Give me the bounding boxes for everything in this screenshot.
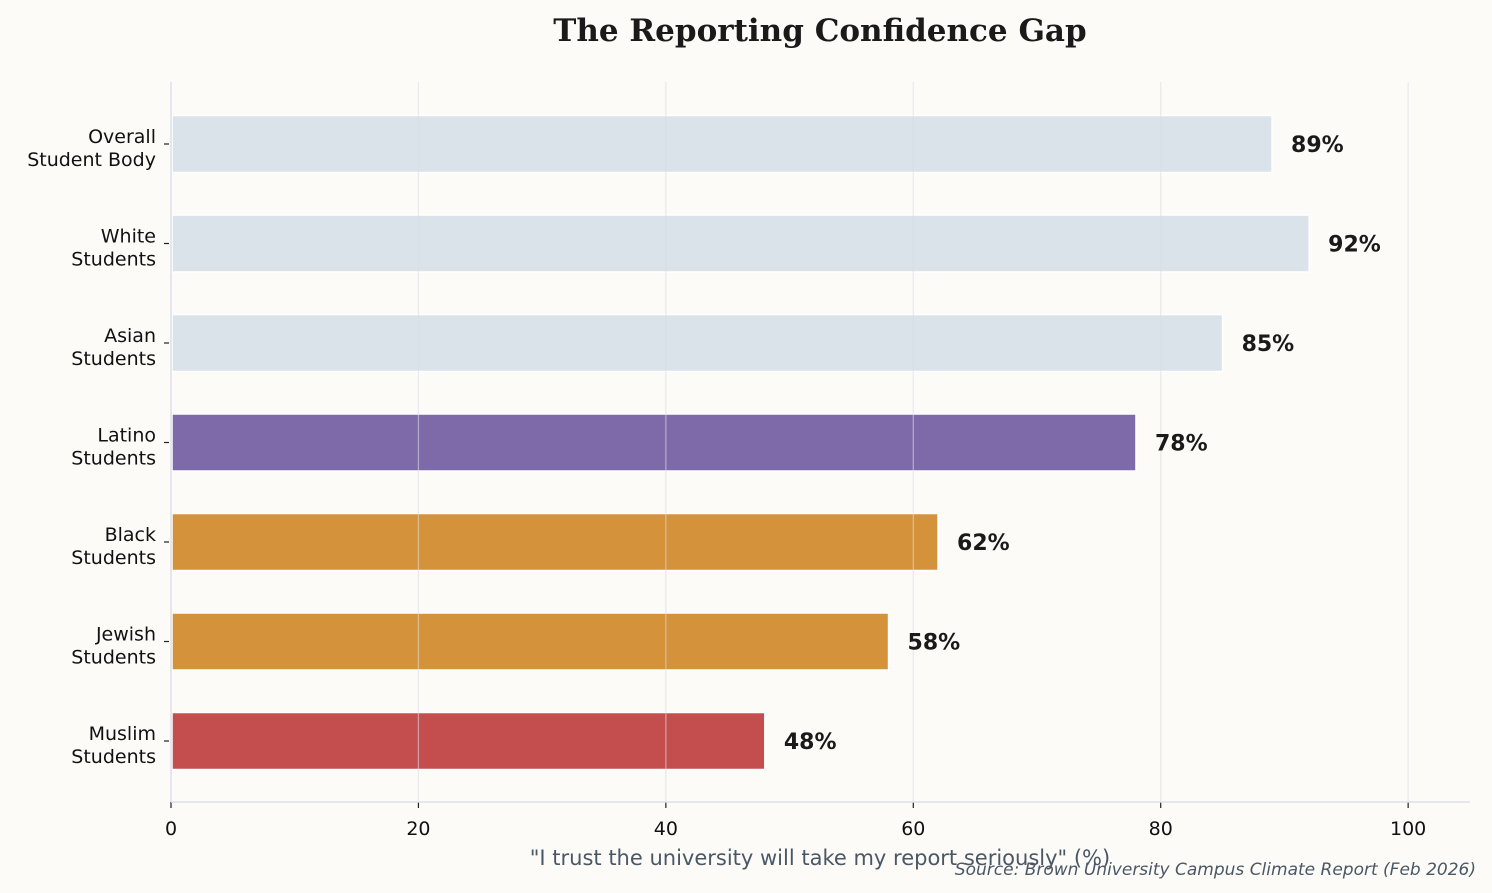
x-tick-label: 40 [654, 818, 678, 840]
bar [171, 214, 1310, 273]
chart-title: The Reporting Confidence Gap [553, 13, 1086, 49]
x-tick-label: 20 [406, 818, 430, 840]
y-tick-label: White Students [71, 226, 156, 271]
data-label: 85% [1242, 332, 1295, 357]
y-tick-label-line: Asian [104, 325, 156, 347]
data-label: 89% [1291, 133, 1344, 158]
data-label: 92% [1328, 233, 1381, 258]
y-tick-label: Latino Students [71, 425, 156, 470]
x-tick-label: 0 [165, 818, 177, 840]
bars-group [171, 114, 1310, 771]
bar [171, 114, 1273, 174]
y-tick-label-line: Student Body [27, 149, 156, 171]
y-tick-label-line: Muslim [89, 723, 156, 745]
y-tick-label-line: Students [71, 249, 156, 271]
y-tick-label-line: Students [71, 448, 156, 470]
source-note: Source: Brown University Campus Climate … [955, 860, 1476, 880]
x-axis-label: "I trust the university will take my rep… [530, 846, 1110, 870]
y-tick-label-line: Students [71, 348, 156, 370]
y-tick-label: Asian Students [71, 325, 156, 370]
x-tick-label: 100 [1390, 818, 1426, 840]
y-tick-label-line: Jewish [95, 624, 156, 646]
data-label: 58% [908, 631, 961, 656]
bar [171, 711, 766, 771]
bar [171, 313, 1224, 373]
y-tick-label: Overall Student Body [27, 126, 156, 171]
data-label: 48% [784, 730, 837, 755]
bar [171, 612, 890, 671]
y-tick-label: Muslim Students [71, 723, 156, 768]
y-tick-label-line: Black [105, 524, 156, 546]
grid-group [417, 82, 1409, 802]
y-tick-label: Jewish Students [71, 624, 156, 669]
data-label: 62% [957, 531, 1010, 556]
y-tick-label-line: White [101, 226, 156, 248]
y-tick-label-line: Students [71, 547, 156, 569]
y-tick-label-line: Overall [88, 126, 156, 148]
x-tick-label: 60 [901, 818, 925, 840]
y-tick-label-line: Students [71, 746, 156, 768]
y-tick-label: Black Students [71, 524, 156, 569]
axes-group [164, 82, 1470, 808]
bar [171, 512, 939, 572]
y-tick-label-line: Latino [97, 425, 156, 447]
y-tick-label-line: Students [71, 647, 156, 669]
data-label: 78% [1155, 432, 1208, 457]
x-tick-label: 80 [1149, 818, 1173, 840]
bar [171, 413, 1137, 472]
